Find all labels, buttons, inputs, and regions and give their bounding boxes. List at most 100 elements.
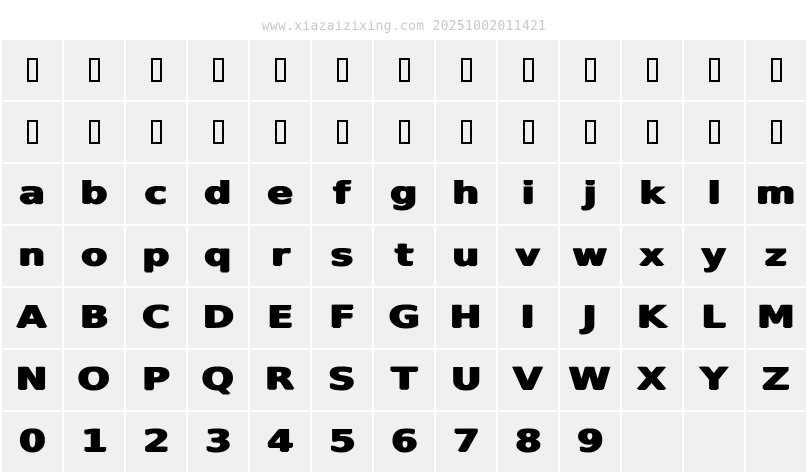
watermark-text: www.xiazaizixing.com 20251002011421 bbox=[261, 19, 547, 34]
missing-glyph-icon bbox=[584, 58, 596, 82]
glyph-cell: d bbox=[188, 164, 248, 224]
glyph: S bbox=[328, 362, 356, 397]
glyph: L bbox=[702, 300, 726, 335]
missing-glyph-icon bbox=[460, 120, 472, 144]
glyph: v bbox=[515, 238, 541, 273]
glyph: E bbox=[267, 300, 293, 335]
missing-glyph-icon bbox=[88, 58, 100, 82]
glyph-cell: i bbox=[498, 164, 558, 224]
glyph: h bbox=[452, 176, 480, 211]
glyph-cell bbox=[250, 102, 310, 162]
glyph-cell: M bbox=[746, 288, 806, 348]
glyph-cell: S bbox=[312, 350, 372, 410]
glyph: N bbox=[16, 362, 48, 397]
glyph-cell: B bbox=[64, 288, 124, 348]
glyph-cell bbox=[126, 102, 186, 162]
missing-glyph-icon bbox=[646, 120, 658, 144]
glyph-cell bbox=[126, 40, 186, 100]
glyph-cell bbox=[2, 40, 62, 100]
glyph: s bbox=[330, 238, 354, 273]
glyph: G bbox=[388, 300, 420, 335]
glyph-cell: 8 bbox=[498, 412, 558, 472]
glyph-cell bbox=[622, 40, 682, 100]
glyph-cell: n bbox=[2, 226, 62, 286]
glyph-cell: a bbox=[2, 164, 62, 224]
missing-glyph-icon bbox=[88, 120, 100, 144]
glyph: n bbox=[18, 238, 46, 273]
glyph: p bbox=[142, 238, 170, 273]
glyph: z bbox=[765, 238, 787, 273]
glyph: O bbox=[78, 362, 110, 397]
glyph-cell: g bbox=[374, 164, 434, 224]
empty-cell bbox=[746, 412, 806, 472]
glyph: c bbox=[144, 176, 168, 211]
glyph-cell: N bbox=[2, 350, 62, 410]
glyph: Z bbox=[762, 362, 790, 397]
glyph-cell bbox=[684, 40, 744, 100]
missing-glyph-icon bbox=[708, 120, 720, 144]
glyph-cell bbox=[2, 102, 62, 162]
missing-glyph-icon bbox=[26, 58, 38, 82]
glyph: a bbox=[19, 176, 45, 211]
glyph-cell bbox=[312, 102, 372, 162]
glyph-cell: 0 bbox=[2, 412, 62, 472]
glyph-cell: Q bbox=[188, 350, 248, 410]
glyph-cell: c bbox=[126, 164, 186, 224]
glyph-cell bbox=[498, 40, 558, 100]
glyph: j bbox=[583, 176, 597, 211]
glyph-cell: 6 bbox=[374, 412, 434, 472]
glyph-cell: C bbox=[126, 288, 186, 348]
glyph-cell bbox=[188, 40, 248, 100]
glyph-cell: b bbox=[64, 164, 124, 224]
glyph-cell: m bbox=[746, 164, 806, 224]
empty-cell bbox=[622, 412, 682, 472]
glyph-cell: h bbox=[436, 164, 496, 224]
glyph: U bbox=[450, 362, 482, 397]
glyph-cell: u bbox=[436, 226, 496, 286]
glyph-cell bbox=[746, 40, 806, 100]
glyph-cell bbox=[560, 40, 620, 100]
glyph-cell: T bbox=[374, 350, 434, 410]
missing-glyph-icon bbox=[212, 58, 224, 82]
glyph: M bbox=[757, 300, 795, 335]
glyph: x bbox=[639, 238, 665, 273]
glyph-cell: y bbox=[684, 226, 744, 286]
glyph-cell: W bbox=[560, 350, 620, 410]
glyph-cell: R bbox=[250, 350, 310, 410]
glyph-cell: p bbox=[126, 226, 186, 286]
glyph: w bbox=[572, 238, 608, 273]
glyph: A bbox=[17, 300, 47, 335]
glyph: K bbox=[637, 300, 667, 335]
glyph: 7 bbox=[452, 424, 480, 459]
missing-glyph-icon bbox=[150, 120, 162, 144]
glyph-cell bbox=[64, 40, 124, 100]
glyph-cell: U bbox=[436, 350, 496, 410]
glyph: 5 bbox=[328, 424, 356, 459]
glyph-cell: 5 bbox=[312, 412, 372, 472]
glyph: J bbox=[583, 300, 597, 335]
missing-glyph-icon bbox=[274, 120, 286, 144]
glyph-cell: E bbox=[250, 288, 310, 348]
glyph: 9 bbox=[576, 424, 604, 459]
glyph-cell bbox=[188, 102, 248, 162]
glyph-cell bbox=[250, 40, 310, 100]
glyph-cell: Y bbox=[684, 350, 744, 410]
glyph: B bbox=[79, 300, 109, 335]
glyph: t bbox=[395, 238, 413, 273]
missing-glyph-icon bbox=[150, 58, 162, 82]
glyph-cell: s bbox=[312, 226, 372, 286]
glyph: P bbox=[142, 362, 170, 397]
glyph-cell: 4 bbox=[250, 412, 310, 472]
glyph-cell: D bbox=[188, 288, 248, 348]
glyph-cell: z bbox=[746, 226, 806, 286]
glyph: k bbox=[639, 176, 665, 211]
glyph: D bbox=[202, 300, 234, 335]
glyph-cell: f bbox=[312, 164, 372, 224]
glyph-cell bbox=[436, 102, 496, 162]
glyph: 6 bbox=[390, 424, 418, 459]
missing-glyph-icon bbox=[770, 58, 782, 82]
missing-glyph-icon bbox=[274, 58, 286, 82]
empty-cell bbox=[684, 412, 744, 472]
glyph: b bbox=[80, 176, 108, 211]
glyph-cell: 3 bbox=[188, 412, 248, 472]
